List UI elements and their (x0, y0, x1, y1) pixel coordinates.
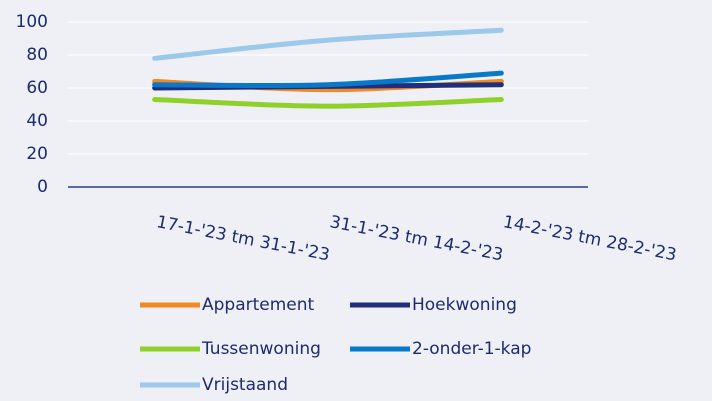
y-tick-label: 60 (26, 78, 48, 98)
line-series (152, 27, 504, 61)
legend-label: 2-onder-1-kap (412, 339, 531, 359)
legend-label: Appartement (202, 295, 315, 315)
y-tick-label: 0 (37, 177, 48, 197)
line-series (152, 70, 504, 89)
y-tick-label: 100 (16, 12, 48, 32)
y-tick-label: 80 (26, 45, 48, 65)
legend-label: Vrijstaand (202, 375, 288, 395)
legend-label: Tussenwoning (201, 339, 321, 359)
y-tick-label: 20 (26, 144, 48, 164)
legend-label: Hoekwoning (412, 295, 517, 315)
y-tick-label: 40 (26, 111, 48, 131)
line-series (152, 97, 504, 109)
